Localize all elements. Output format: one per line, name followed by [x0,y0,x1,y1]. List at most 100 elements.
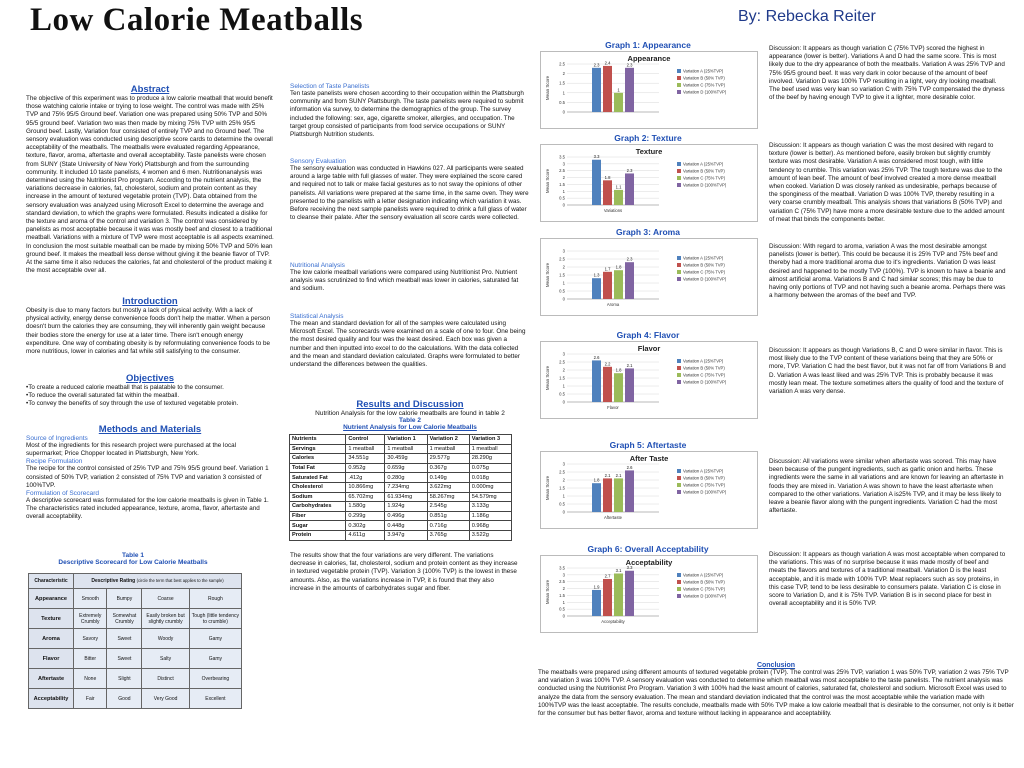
nutrient-value: 3.947g [384,529,428,541]
y-tick-label: 3 [563,572,566,577]
scorecard-rating-note: (circle the term that best applies to th… [136,578,224,583]
objectives-heading: Objectives [125,373,175,384]
bar-data-label: 1.9 [594,584,600,589]
nutritional-heading: Nutritional Analysis [290,262,345,269]
y-tick-label: 0 [563,110,566,115]
nutrient-col-header: Nutrients [288,434,347,445]
legend-swatch [677,380,681,384]
scorecard-characteristic: Texture [28,608,74,629]
abstract-section: Abstract The objective of this experimen… [26,84,274,275]
y-tick-label: 2.5 [559,62,565,67]
objective-item: •To create a reduced calorie meatball th… [26,384,224,391]
nutrient-value: 0.299g [345,510,386,522]
nutrient-row: Saturated Fat .412g 0.280g 0.149g 0.018g [288,472,513,483]
nutrient-value: .412g [345,472,386,483]
bar-data-label: 1.8 [616,368,622,373]
scorecard-heading: Formulation of Scorecard [26,490,99,498]
nutrient-row: Fiber 0.299g 0.496g 0.851g 1.186g [288,510,513,522]
chart-container: After Taste Mean Score 0 0.5 1 1.5 2 2.5 3 1.8 2.1… [540,451,758,529]
nutrient-col-header: Control [345,434,386,445]
nutrient-value: 54.579mg [468,491,513,503]
bar-data-label: 1.7 [605,266,611,271]
scorecard-term: Smooth [72,588,108,609]
graph-label: Graph 1: Appearance [605,40,691,50]
legend-swatch [677,162,681,166]
bar [592,589,601,616]
legend-swatch [677,366,681,370]
nutrient-name: Sugar [288,520,347,531]
nutrient-row: Protein 4.611g 3.947g 3.765g 3.522g [288,529,513,541]
bar-chart: Acceptability Mean Score 0 0.5 1 1.5 2 2.5 33.5 1… [545,558,727,624]
bar [603,478,612,512]
scorecard-characteristic: Aftertaste [28,668,74,689]
legend-label: Variation D (100%TVP) [683,594,727,599]
legend-swatch [677,176,681,180]
chart-xlabel: Aftertaste [604,515,623,520]
nutrient-value: 7.234mg [384,481,428,493]
nutrient-value: 4.611g [345,529,386,541]
legend-label: Variation A (25%TVP) [683,69,724,74]
bar-data-label: 2.3 [627,257,633,262]
nutrient-value: 1 meatball [468,443,513,455]
methods-section: Methods and Materials Source of Ingredie… [26,424,274,522]
scorecard-term: Gamy [188,628,243,649]
scorecard-term: Excellent [188,688,243,709]
legend-swatch [677,573,681,577]
scorecard-characteristic: Appearance [28,588,74,609]
chart-container: Acceptability Mean Score 0 0.5 1 1.5 2 2.5 3 3.5 1… [540,555,758,633]
legend-label: Variation D (100%TVP) [683,277,727,282]
legend-label: Variation C (75% TVP) [683,373,726,378]
y-tick-label: 3 [563,462,566,467]
nutrient-value: 3.765g [426,529,470,541]
table1-caption: Table 1 Descriptive Scorecard for Low Ca… [26,552,240,566]
bar-chart: After Taste Mean Score 0 0.5 1 1.5 2 2.5 3 1.8 2.1… [545,454,727,520]
chart-container: Appearance Mean Score 0 0.5 1 1.5 2 2.5 2.3 2.4 1 2… [540,51,758,129]
bar-data-label: 1.8 [605,175,611,180]
y-tick-label: 0.5 [559,607,565,612]
scorecard-term: Woody [141,628,190,649]
conclusion-heading: Conclusion [756,662,796,669]
nutritional-text: The low calorie meatball variations were… [290,269,519,293]
nutrient-value: 0.716g [426,520,470,531]
bar-data-label: 2.1 [627,363,633,368]
y-tick-label: 3.5 [559,566,565,571]
legend-label: Variation A (25%TVP) [683,359,724,364]
scorecard-table-wrap: Characteristic Descriptive Rating (circl… [28,573,243,709]
legend-label: Variation C (75% TVP) [683,176,726,181]
nutrient-value: 0.149g [426,472,470,483]
legend-label: Variation A (25%TVP) [683,256,724,261]
y-tick-label: 0 [563,203,566,208]
methods-heading: Methods and Materials [98,424,202,435]
y-tick-label: 0.5 [559,502,565,507]
graph-discussion: Discussion: It appears as though variati… [769,45,1005,102]
scorecard-row: Texture Extremely Crumbly Somewhat Crumbly… [28,608,243,629]
statistical-section: Statistical Analysis The mean and standa… [290,313,530,369]
bar-chart: Texture Mean Score 0 0.5 1 1.5 2 2.5 33.5 3.3 1.8 1… [545,147,727,213]
introduction-text: Obesity is due to many factors but mostl… [26,307,271,356]
bar-data-label: 3.3 [594,154,600,159]
bar [592,360,601,402]
sensory-heading: Sensory Evaluation [290,158,347,165]
bar [603,578,612,616]
nutrient-row: Calories 34.551g 30.459g 29.577g 28.290g [288,453,513,464]
y-tick-label: 2 [563,265,566,270]
statistical-heading: Statistical Analysis [290,313,344,320]
bar-data-label: 2.1 [605,473,611,478]
legend-label: Variation B (50% TVP) [683,580,725,585]
chart-container: Texture Mean Score 0 0.5 1 1.5 2 2.5 3 3.5 3.3 1.8 1… [540,144,758,222]
legend-swatch [677,277,681,281]
bar [614,478,623,512]
legend-label: Variation D (100%TVP) [683,90,727,95]
nutrient-name: Fiber [288,510,347,522]
y-tick-label: 3 [563,352,566,357]
nutrient-value: 29.577g [426,453,470,464]
legend-swatch [677,169,681,173]
nutrient-value: 10.866mg [345,481,386,493]
chart-ylabel: Mean Score [545,262,550,287]
chart-title: Texture [636,147,663,156]
legend-label: Variation D (100%TVP) [683,183,727,188]
conclusion-section: Conclusion The meatballs were prepared u… [538,662,1014,718]
y-tick-label: 1.5 [559,273,565,278]
nutrient-row: Total Fat 0.952g 0.659g 0.367g 0.075g [288,462,513,474]
y-tick-label: 2.5 [559,579,565,584]
